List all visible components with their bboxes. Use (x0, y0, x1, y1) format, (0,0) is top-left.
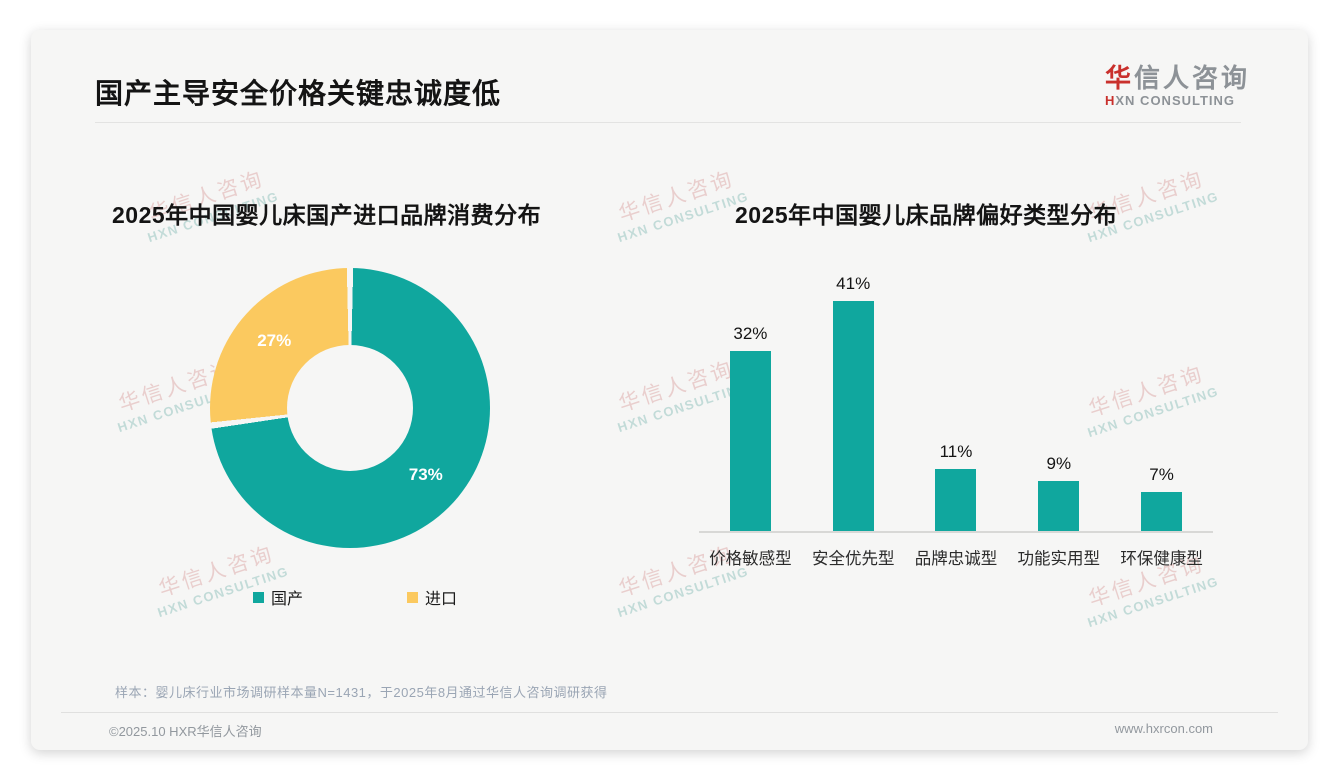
bar-column: 11% (907, 442, 1005, 531)
bar (1038, 481, 1080, 531)
legend-swatch-import (407, 591, 419, 603)
website-url: www.hxrcon.com (1114, 721, 1213, 736)
bar-category-label: 品牌忠诚型 (914, 550, 998, 568)
legend-label-import: 进口 (425, 591, 458, 608)
bar (935, 469, 977, 531)
bar-chart-plot-area: 32% 41% 11% 9% 7% (699, 274, 1213, 533)
bar-chart-category-axis: 价格敏感型 安全优先型 品牌忠诚型 功能实用型 环保健康型 (699, 545, 1213, 569)
logo-name-en: HXN CONSULTING (1105, 92, 1236, 108)
slide-card: 华信人咨询 HXN CONSULTING 华信人咨询 HXN CONSULTING 华信… (31, 30, 1308, 750)
title-divider (95, 122, 1241, 123)
bar-category-label: 安全优先型 (811, 550, 895, 568)
bar (1141, 492, 1183, 531)
bar (832, 301, 874, 531)
footer-divider (61, 712, 1278, 713)
sample-note: 样本：婴儿床行业市场调研样本量N=1431，于2025年8月通过华信人咨询调研获… (115, 685, 608, 700)
page-title: 国产主导安全价格关键忠诚度低 (95, 78, 502, 109)
bar-column: 32% (701, 324, 799, 531)
bar-value-label: 7% (1149, 465, 1174, 484)
bar-chart-title: 2025年中国婴儿床品牌偏好类型分布 (735, 202, 1118, 228)
donut-slice-label-domestic: 73% (408, 464, 443, 484)
copyright-text: ©2025.10 HXR华信人咨询 (109, 724, 262, 739)
legend-swatch-domestic (253, 591, 264, 603)
bar-column: 41% (804, 274, 902, 531)
donut-chart-title: 2025年中国婴儿床国产进口品牌消费分布 (112, 202, 542, 228)
company-logo: 华信人咨询 HXN CONSULTING (1105, 63, 1251, 109)
legend-item-import: 进口 (407, 585, 457, 609)
bar-value-label: 11% (939, 442, 973, 461)
legend-item-domestic: 国产 (253, 585, 303, 609)
bar-column: 9% (1010, 454, 1108, 531)
bar-category-label: 功能实用型 (1017, 550, 1101, 568)
bar-category-label: 价格敏感型 (709, 550, 792, 568)
bar-column: 7% (1113, 465, 1211, 531)
bar-value-label: 9% (1046, 454, 1072, 473)
donut-legend: 国产 进口 (253, 585, 457, 609)
logo-name-cn: 华信人咨询 (1105, 63, 1251, 93)
bar-category-label: 环保健康型 (1120, 550, 1203, 568)
bar (729, 351, 771, 531)
donut-chart: 73% 27% (210, 268, 490, 548)
donut-slice-label-import: 27% (257, 331, 292, 351)
legend-label-domestic: 国产 (271, 591, 304, 608)
bar-value-label: 32% (733, 324, 768, 343)
donut-hole (287, 345, 413, 471)
bar-value-label: 41% (836, 274, 871, 293)
